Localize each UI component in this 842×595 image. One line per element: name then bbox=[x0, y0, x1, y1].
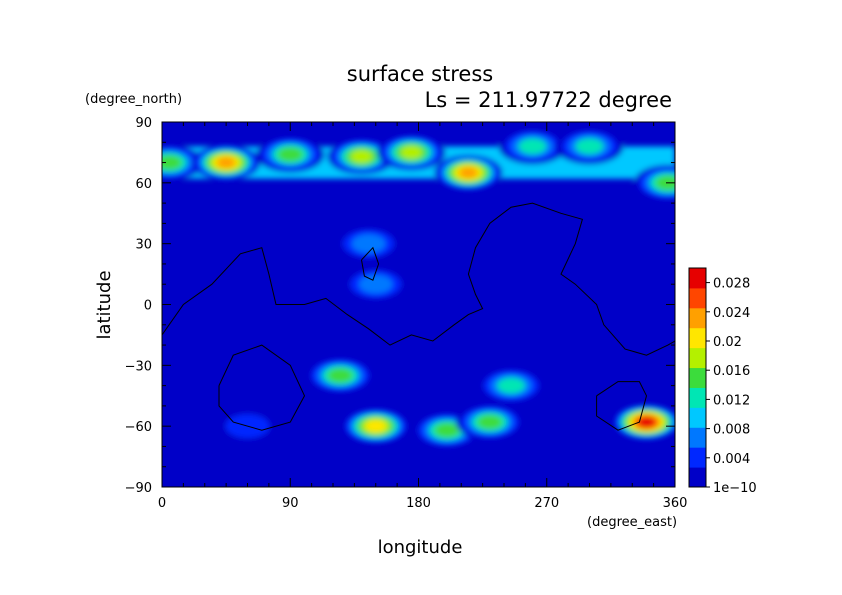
hotspot-4-level-5 bbox=[400, 145, 423, 159]
y-tick-label: −30 bbox=[125, 359, 152, 374]
hotspot-2-level-4 bbox=[278, 147, 303, 162]
colorbar-segment bbox=[689, 347, 706, 369]
colorbar-segment bbox=[689, 387, 706, 408]
hotspot-10-level-2 bbox=[358, 274, 393, 294]
colorbar-tick-label: 0.028 bbox=[713, 277, 750, 292]
hotspot-6-level-3 bbox=[518, 138, 547, 155]
chart-subtitle: Ls = 211.97722 degree bbox=[425, 88, 672, 112]
y-unit-label: (degree_north) bbox=[85, 92, 182, 107]
x-tick-label: 0 bbox=[158, 496, 166, 511]
y-tick-label: 90 bbox=[135, 116, 152, 131]
colorbar-tick-label: 0.004 bbox=[713, 452, 750, 467]
colorbar-segment bbox=[689, 307, 706, 329]
hotspot-3-level-5 bbox=[350, 149, 373, 163]
colorbar-segment bbox=[689, 367, 706, 388]
x-axis-label: longitude bbox=[378, 537, 463, 558]
contour-lines bbox=[162, 202, 675, 431]
hotspot-13-level-4 bbox=[434, 423, 460, 438]
y-tick-label: −60 bbox=[125, 420, 152, 435]
colorbar-tick-label: 0.008 bbox=[713, 423, 750, 438]
hotspot-1-level-7 bbox=[216, 156, 236, 169]
x-tick-label: 360 bbox=[663, 496, 688, 511]
hotspot-0-level-4 bbox=[162, 155, 182, 170]
colorbar-segment bbox=[689, 268, 706, 289]
chart-title: surface stress bbox=[347, 62, 493, 86]
y-tick-label: 30 bbox=[135, 238, 152, 253]
contour-2 bbox=[218, 344, 306, 431]
x-tick-label: 180 bbox=[406, 496, 431, 511]
hotspot-15-level-3 bbox=[497, 377, 526, 394]
hotspot-group bbox=[162, 128, 675, 449]
colorbar-segment bbox=[689, 327, 706, 349]
colorbar-segment bbox=[689, 447, 706, 468]
hotspot-14-level-4 bbox=[477, 415, 502, 430]
contour-0 bbox=[162, 202, 675, 356]
y-tick-label: −90 bbox=[125, 481, 152, 496]
hotspot-16-level-9 bbox=[638, 417, 655, 428]
colorbar-tick-label: 0.02 bbox=[713, 335, 742, 350]
colorbar-tick-label: 1e−10 bbox=[713, 481, 757, 496]
hotspot-11-level-4 bbox=[327, 368, 353, 383]
y-tick-label: 60 bbox=[135, 177, 152, 192]
x-tick-label: 270 bbox=[534, 496, 559, 511]
contour-3 bbox=[596, 381, 648, 431]
colorbar-frame bbox=[688, 267, 707, 488]
x-unit-label: (degree_east) bbox=[587, 515, 677, 530]
heatmap-field bbox=[162, 122, 675, 487]
x-axis: 0 90 180 270 360 bbox=[158, 122, 688, 511]
colorbar-tick-label: 0.012 bbox=[713, 393, 750, 408]
colorbar-segment bbox=[689, 467, 706, 488]
colorbar-segment bbox=[689, 287, 706, 309]
colorbar-segment bbox=[689, 407, 706, 428]
hotspot-8-level-4 bbox=[655, 175, 675, 190]
hotspot-5-level-7 bbox=[459, 167, 478, 179]
colorbar-segment bbox=[689, 427, 706, 448]
y-axis: 90 60 30 0 −30 −60 −90 bbox=[125, 116, 675, 496]
hotspot-9-level-2 bbox=[351, 234, 386, 254]
x-tick-label: 90 bbox=[282, 496, 299, 511]
y-axis-label: latitude bbox=[94, 270, 115, 339]
contour-1 bbox=[361, 246, 380, 281]
colorbar: 0.028 0.024 0.02 0.016 0.012 0.008 0.004 1e−10 bbox=[688, 267, 757, 496]
colorbar-tick-label: 0.024 bbox=[713, 306, 750, 321]
hotspot-7-level-3 bbox=[575, 138, 604, 155]
colorbar-tick-label: 0.016 bbox=[713, 364, 750, 379]
hotspot-12-level-6 bbox=[365, 420, 386, 433]
y-tick-label: 0 bbox=[144, 299, 152, 314]
